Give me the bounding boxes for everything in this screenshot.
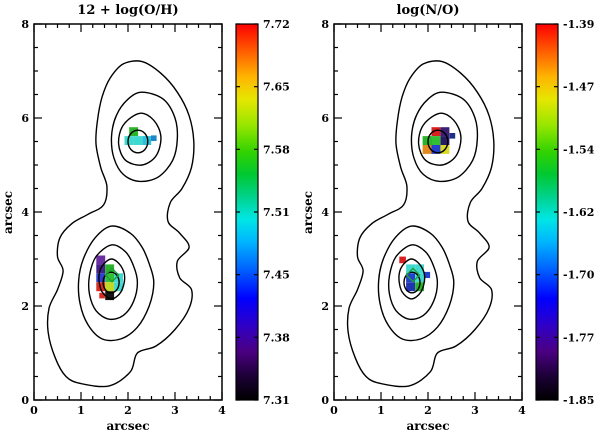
contour-line: [98, 258, 126, 300]
contour-line: [410, 91, 479, 183]
data-pixel: [99, 292, 105, 299]
data-pixel: [422, 145, 432, 154]
x-axis-label: arcsec: [406, 419, 450, 433]
data-pixel: [96, 255, 106, 265]
data-pixel: [449, 133, 456, 139]
contour-line: [346, 60, 495, 388]
y-tick-label: 6: [21, 112, 29, 125]
x-tick-label: 4: [518, 404, 526, 417]
aperture-ellipse: [427, 129, 449, 154]
data-pixel: [105, 291, 115, 301]
x-tick-label: 0: [330, 404, 338, 417]
y-tick-label: 0: [21, 394, 29, 407]
data-pixel: [406, 282, 415, 292]
data-pixel: [96, 273, 106, 283]
y-tick-label: 8: [321, 18, 329, 31]
contour-line: [110, 91, 179, 183]
colorbar-tick-label: -1.39: [563, 18, 594, 31]
axis-box: [33, 23, 223, 401]
panel-oxygen-abundance: 12 + log(O/H) arcsec 0 1 2 3 4 0 2 4 6 8 7.72 7.65 7…: [1, 3, 290, 433]
x-tick-label: 3: [471, 404, 479, 417]
data-pixel: [406, 264, 415, 274]
data-pixel: [105, 282, 115, 292]
data-pixel: [431, 136, 441, 145]
colorbar-tick-label: 7.58: [263, 143, 290, 156]
colorbar-tick-label: -1.62: [563, 206, 594, 219]
data-pixel: [440, 127, 450, 137]
x-tick-label: 0: [30, 404, 38, 417]
data-pixel: [105, 273, 115, 283]
colorbar-tick-label: -1.70: [563, 269, 595, 282]
data-pixel: [151, 135, 157, 141]
y-tick-label: 2: [21, 300, 29, 313]
y-tick-label: 4: [321, 206, 329, 219]
contour-line: [46, 60, 195, 388]
colorbar-tick-label: 7.65: [263, 81, 290, 94]
panel-title-oxygen: 12 + log(O/H): [77, 3, 179, 18]
x-axis-label: arcsec: [106, 419, 150, 433]
panel-title-nitrogen-oxygen: log(N/O): [396, 3, 460, 18]
contour-line: [417, 112, 462, 166]
colorbar-tick-label: 7.72: [263, 18, 290, 31]
y-tick-label: 8: [21, 18, 29, 31]
x-tick-label: 1: [77, 404, 85, 417]
peak-diamond-marker: [104, 267, 120, 283]
colorbar-tick-label: -1.47: [563, 81, 594, 94]
contour-line: [77, 225, 155, 342]
data-pixel: [133, 136, 143, 145]
colorbar-tick-label: 7.31: [263, 394, 290, 407]
x-tick-label: 1: [377, 404, 385, 417]
x-tick-label: 4: [218, 404, 226, 417]
colorbar-tick-label: -1.54: [563, 143, 595, 156]
colorbar-tick-label: 7.38: [263, 331, 290, 344]
peak-diamond-marker: [405, 267, 421, 283]
colorbar-tick-label: -1.77: [563, 331, 594, 344]
y-tick-label: 4: [21, 206, 29, 219]
y-tick-label: 2: [321, 300, 329, 313]
axis-box: [333, 23, 523, 401]
plot-nitrogen-oxygen-ratio: 0 1 2 3 4 0 2 4 6 8 -1.39 -1.47 -1.54 -1.62 -1.70 -1.77…: [321, 18, 595, 417]
contour-line: [398, 258, 426, 300]
data-pixel: [422, 136, 432, 145]
data-pixel: [440, 136, 450, 145]
plot-oxygen-abundance: 0 1 2 3 4 0 2 4 6 8 7.72 7.65 7.58 7.51 7.45 7.38 7.31: [21, 18, 290, 417]
panel-nitrogen-oxygen-ratio: log(N/O) arcsec 0 1 2 3 4 0 2 4 6 8 -1.39 -1.47 -1.5…: [300, 0, 600, 438]
x-tick-label: 2: [424, 404, 432, 417]
aperture-ellipse: [403, 271, 421, 294]
contour-line: [387, 244, 439, 321]
y-tick-label: 0: [321, 394, 329, 407]
colorbar-tick-label: 7.51: [263, 206, 290, 219]
aperture-ellipse: [127, 129, 149, 154]
data-pixel: [142, 136, 152, 145]
data-pixel: [424, 271, 431, 278]
data-pixel: [415, 264, 424, 274]
contour-line: [87, 244, 139, 321]
data-pixel: [399, 256, 406, 264]
contour-line: [377, 225, 455, 342]
aperture-ellipse: [102, 271, 120, 294]
x-tick-label: 3: [171, 404, 179, 417]
data-pixel: [431, 145, 441, 154]
x-tick-label: 2: [124, 404, 132, 417]
data-pixel: [431, 127, 441, 137]
colorbar-tick-label: -1.85: [563, 394, 594, 407]
data-pixel: [105, 264, 115, 274]
contour-line: [117, 112, 162, 166]
data-pixel: [96, 282, 106, 292]
colorbar-tick-label: 7.45: [263, 269, 290, 282]
data-pixel: [406, 273, 415, 283]
y-tick-label: 6: [321, 112, 329, 125]
data-pixel: [124, 136, 134, 145]
